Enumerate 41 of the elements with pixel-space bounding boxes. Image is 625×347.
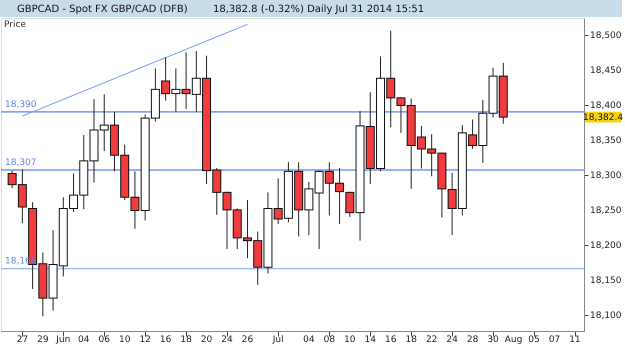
y-tick-label: 18,450 bbox=[590, 66, 622, 76]
x-tick-label: 04 bbox=[303, 335, 315, 345]
x-tick-label: 18 bbox=[405, 335, 418, 345]
x-tick-label: 27 bbox=[16, 335, 28, 345]
y-tick-label: 18,200 bbox=[590, 240, 622, 251]
x-tick-label: Jun bbox=[55, 335, 70, 345]
ref-line-label: 18,390 bbox=[5, 100, 37, 110]
x-tick-label: 30 bbox=[487, 335, 500, 345]
x-tick-label: 20 bbox=[200, 335, 213, 345]
y-tick-label: 18,300 bbox=[590, 170, 622, 181]
x-tick-label: 05 bbox=[528, 335, 540, 345]
chart-title: GBPCAD - Spot FX GBP/CAD (DFB) bbox=[17, 4, 188, 15]
x-tick-label: 16 bbox=[160, 335, 172, 345]
x-tick-label: 08 bbox=[324, 335, 336, 345]
x-tick-label: 28 bbox=[466, 335, 479, 345]
x-tick-label: 12 bbox=[139, 335, 151, 345]
x-tick-label: Jul bbox=[272, 335, 284, 345]
y-tick-label: 18,150 bbox=[590, 276, 622, 286]
x-tick-label: 06 bbox=[98, 335, 110, 345]
annotation: Price bbox=[4, 20, 26, 30]
x-tick-label: 29 bbox=[37, 335, 49, 345]
chart-subtitle: 18,382.8 (-0.32%) Daily Jul 31 2014 15:51 bbox=[213, 4, 424, 15]
x-tick-label: 24 bbox=[446, 335, 458, 345]
x-tick-label: 14 bbox=[364, 335, 376, 345]
x-tick-label: 11 bbox=[569, 335, 581, 345]
x-tick-label: 10 bbox=[118, 335, 131, 345]
y-tick-label: 18,350 bbox=[590, 136, 622, 146]
x-tick-label: Aug bbox=[504, 335, 522, 345]
y-tick-label: 18,100 bbox=[590, 310, 622, 321]
x-tick-label: 26 bbox=[242, 335, 254, 345]
ref-line-label: 18,307 bbox=[5, 158, 36, 168]
x-tick-label: 22 bbox=[426, 335, 438, 345]
x-tick-label: 18 bbox=[180, 335, 192, 345]
y-tick-label: 18,500 bbox=[590, 30, 622, 41]
x-tick-label: 10 bbox=[344, 335, 356, 345]
y-tick-label: 18,400 bbox=[590, 100, 622, 111]
x-tick-label: 04 bbox=[78, 335, 90, 345]
x-tick-label: 24 bbox=[221, 335, 234, 345]
x-tick-label: 16 bbox=[385, 335, 397, 345]
y-tick-label: 18,250 bbox=[590, 206, 622, 216]
x-tick-label: 07 bbox=[548, 335, 560, 345]
